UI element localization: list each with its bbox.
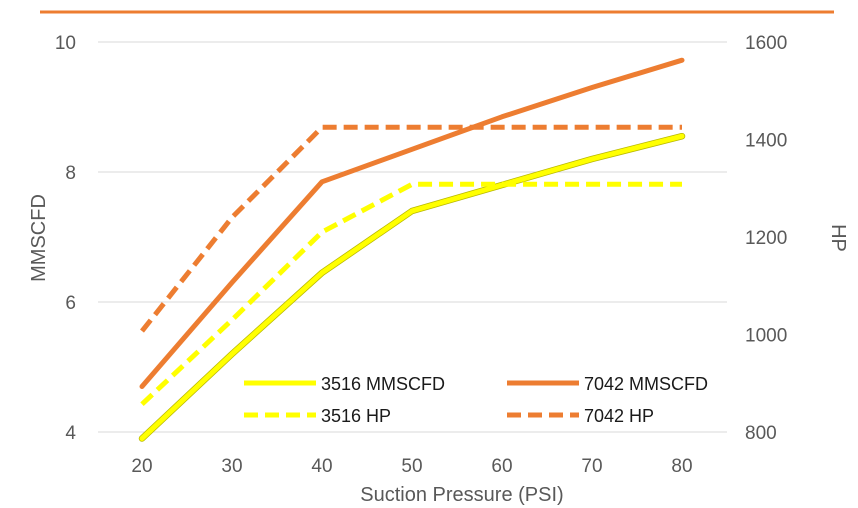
x-tick-label: 50 bbox=[401, 456, 422, 477]
legend-label-3516-mmscfd: 3516 MMSCFD bbox=[321, 374, 445, 394]
legend-label-7042-mmscfd: 7042 MMSCFD bbox=[584, 374, 708, 394]
legend-label-3516-hp: 3516 HP bbox=[321, 406, 391, 426]
y2-tick-label: 1200 bbox=[745, 228, 787, 249]
x-axis-title: Suction Pressure (PSI) bbox=[360, 484, 563, 506]
x-tick-label: 20 bbox=[131, 456, 152, 477]
series-line-3516-hp bbox=[140, 181, 682, 407]
x-tick-label: 30 bbox=[221, 456, 242, 477]
x-tick-label: 80 bbox=[671, 456, 692, 477]
series-line-7042-mmscfd bbox=[139, 57, 685, 389]
series-line-7042-hp bbox=[140, 124, 682, 333]
y-axis-ticks: 4 6 8 10 bbox=[55, 33, 77, 444]
legend-label-7042-hp: 7042 HP bbox=[584, 406, 654, 426]
y2-tick-label: 1600 bbox=[745, 33, 787, 54]
gridlines bbox=[98, 41, 727, 433]
y-tick-label: 10 bbox=[55, 33, 76, 54]
series-lines bbox=[138, 57, 686, 442]
x-tick-label: 60 bbox=[491, 456, 512, 477]
y-tick-label: 4 bbox=[65, 423, 76, 444]
x-tick-label: 70 bbox=[581, 456, 602, 477]
x-axis-ticks: 20 30 40 50 60 70 80 bbox=[131, 456, 692, 477]
x-tick-label: 40 bbox=[311, 456, 332, 477]
y2-tick-label: 1400 bbox=[745, 131, 787, 152]
y-tick-label: 6 bbox=[65, 293, 76, 314]
series-line-3516-mmscfd bbox=[139, 133, 685, 441]
y2-tick-label: 800 bbox=[745, 423, 777, 444]
y2-axis-ticks: 800 1000 1200 1400 1600 bbox=[745, 33, 787, 444]
y-tick-label: 8 bbox=[65, 163, 76, 184]
legend: 3516 MMSCFD 7042 MMSCFD 3516 HP 7042 HP bbox=[244, 374, 708, 426]
y2-tick-label: 1000 bbox=[745, 326, 787, 347]
y-axis-title: MMSCFD bbox=[28, 194, 50, 282]
y2-axis-title: HP bbox=[827, 224, 849, 252]
